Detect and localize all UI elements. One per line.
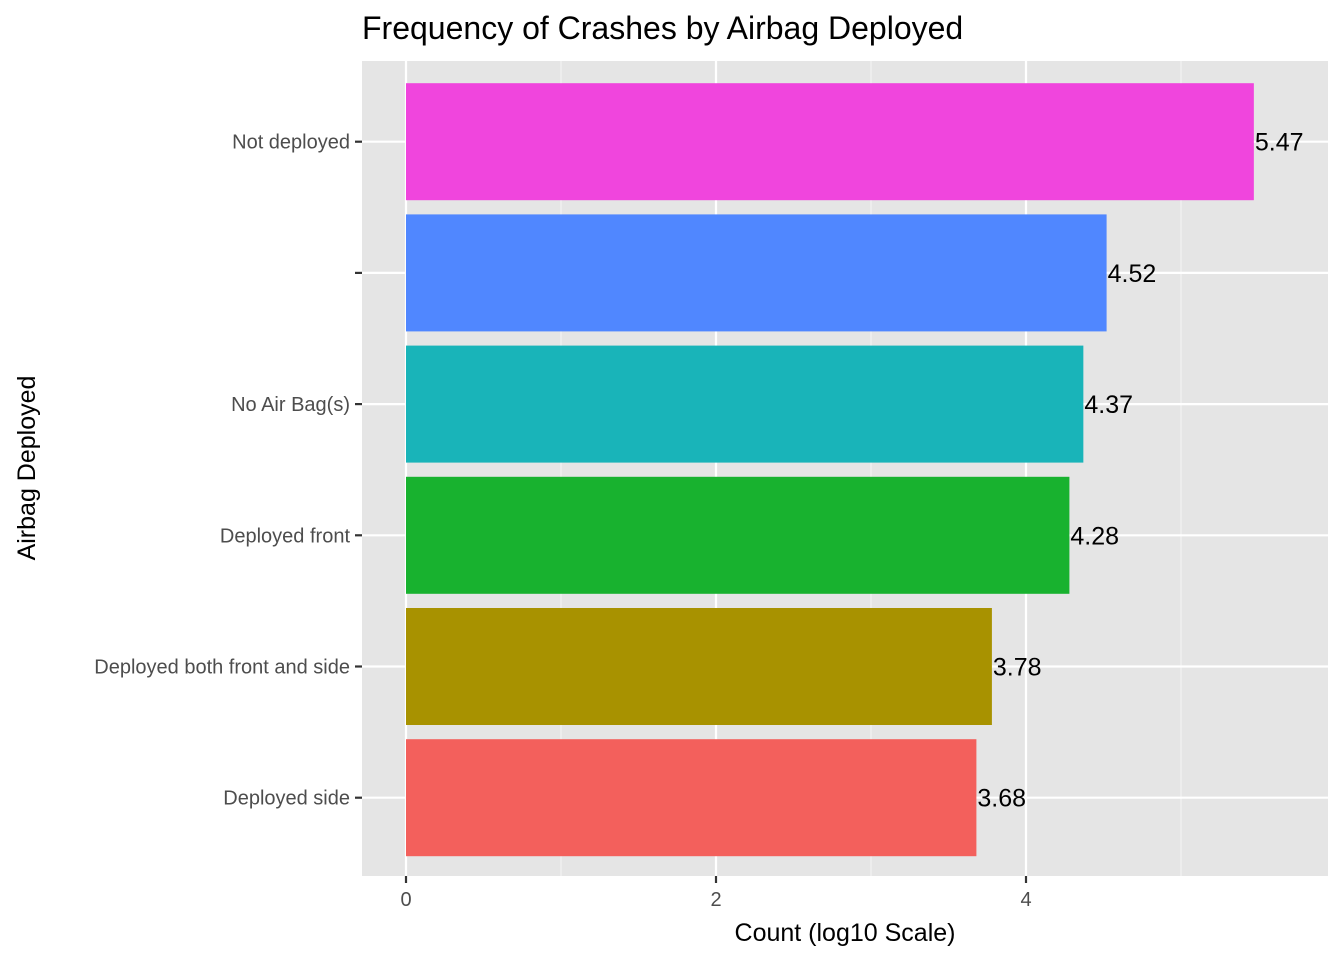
- x-tick-label: 2: [710, 889, 721, 911]
- y-tick-label: Deployed side: [223, 788, 350, 810]
- bar: [406, 608, 992, 725]
- chart-title: Frequency of Crashes by Airbag Deployed: [362, 10, 963, 46]
- bar: [406, 214, 1107, 332]
- data-label: 4.52: [1108, 260, 1157, 288]
- y-axis-title: Airbag Deployed: [13, 376, 41, 561]
- data-label: 4.28: [1070, 522, 1119, 550]
- data-labels: 5.47 4.52 4.37 4.28 3.78 3.68: [977, 129, 1303, 813]
- y-tick-label: Deployed both front and side: [94, 657, 350, 679]
- y-axis: Not deployed No Air Bag(s) Deployed front D…: [94, 132, 362, 810]
- y-tick-label: Deployed front: [220, 525, 351, 547]
- data-label: 4.37: [1084, 391, 1133, 419]
- data-label: 3.68: [977, 785, 1026, 813]
- bar: [406, 83, 1254, 201]
- x-axis-title: Count (log10 Scale): [735, 919, 956, 947]
- data-label: 5.47: [1255, 129, 1304, 157]
- bar: [406, 739, 977, 857]
- y-tick-label: Not deployed: [232, 132, 350, 154]
- x-tick-label: 4: [1020, 889, 1031, 911]
- bar: [406, 345, 1084, 463]
- bars: [406, 83, 1254, 857]
- bar: [406, 476, 1070, 594]
- y-tick-label: No Air Bag(s): [231, 394, 350, 416]
- x-tick-label: 0: [400, 889, 411, 911]
- x-axis: 0 2 4: [400, 876, 1032, 911]
- data-label: 3.78: [993, 654, 1042, 682]
